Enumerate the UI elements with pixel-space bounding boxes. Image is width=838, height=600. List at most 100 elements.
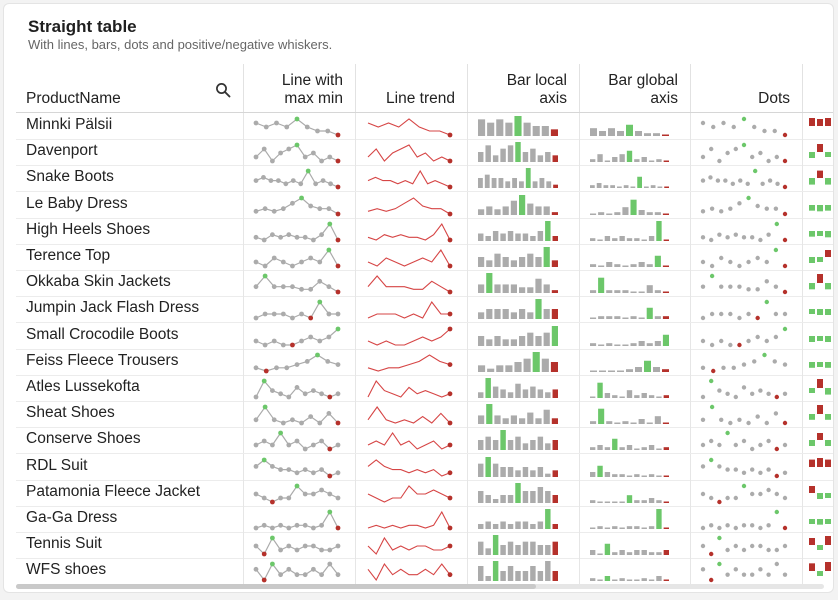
cell-whiskers[interactable] <box>803 558 833 584</box>
cell-bar-local[interactable] <box>468 375 580 401</box>
cell-whiskers[interactable] <box>803 375 833 401</box>
search-icon[interactable] <box>215 82 231 98</box>
cell-product[interactable]: High Heels Shoes <box>16 217 244 244</box>
cell-line-maxmin[interactable] <box>244 506 356 532</box>
cell-line-trend[interactable] <box>356 113 468 139</box>
cell-dots[interactable] <box>691 427 803 454</box>
cell-line-trend[interactable] <box>356 191 468 218</box>
cell-dots[interactable] <box>691 506 803 532</box>
cell-line-maxmin[interactable] <box>244 191 356 218</box>
cell-product[interactable]: Davenport <box>16 139 244 166</box>
table-row[interactable]: Davenport <box>16 139 833 167</box>
cell-bar-global[interactable] <box>580 506 691 532</box>
cell-whiskers[interactable] <box>803 139 833 165</box>
cell-line-trend[interactable] <box>356 453 468 480</box>
cell-whiskers[interactable] <box>803 244 833 270</box>
cell-bar-local[interactable] <box>468 296 580 323</box>
cell-bar-local[interactable] <box>468 322 580 349</box>
table-row[interactable]: Patamonia Fleece Jacket <box>16 479 833 507</box>
cell-product[interactable]: Patamonia Fleece Jacket <box>16 479 244 506</box>
cell-line-trend[interactable] <box>356 558 468 584</box>
cell-line-trend[interactable] <box>356 401 468 428</box>
cell-product[interactable]: RDL Suit <box>16 453 244 480</box>
cell-bar-local[interactable] <box>468 270 580 297</box>
cell-whiskers[interactable] <box>803 323 833 349</box>
cell-bar-local[interactable] <box>468 532 580 559</box>
cell-dots[interactable] <box>691 532 803 559</box>
cell-bar-local[interactable] <box>468 217 580 244</box>
cell-dots[interactable] <box>691 191 803 218</box>
table-row[interactable]: Snake Boots <box>16 165 833 193</box>
table-row[interactable]: Ga-Ga Dress <box>16 506 833 533</box>
cell-line-maxmin[interactable] <box>244 113 356 139</box>
cell-dots[interactable] <box>691 165 803 192</box>
cell-line-trend[interactable] <box>356 427 468 454</box>
cell-line-trend[interactable] <box>356 270 468 297</box>
cell-line-maxmin[interactable] <box>244 139 356 166</box>
cell-line-trend[interactable] <box>356 506 468 532</box>
header-whiskers[interactable] <box>803 64 833 112</box>
cell-product[interactable]: Jumpin Jack Flash Dress <box>16 296 244 323</box>
cell-bar-global[interactable] <box>580 244 691 270</box>
cell-line-maxmin[interactable] <box>244 453 356 480</box>
cell-bar-global[interactable] <box>580 401 691 428</box>
cell-dots[interactable] <box>691 479 803 506</box>
cell-dots[interactable] <box>691 270 803 297</box>
cell-product[interactable]: Atles Lussekofta <box>16 375 244 401</box>
cell-dots[interactable] <box>691 322 803 349</box>
cell-line-trend[interactable] <box>356 479 468 506</box>
cell-whiskers[interactable] <box>803 401 833 427</box>
cell-line-trend[interactable] <box>356 165 468 192</box>
table-row[interactable]: Okkaba Skin Jackets <box>16 270 833 298</box>
cell-product[interactable]: Minnki Pälsii <box>16 113 244 139</box>
cell-product[interactable]: Feiss Fleece Trousers <box>16 348 244 375</box>
cell-bar-local[interactable] <box>468 191 580 218</box>
cell-line-trend[interactable] <box>356 348 468 375</box>
cell-line-maxmin[interactable] <box>244 296 356 323</box>
table-row[interactable]: Atles Lussekofta <box>16 375 833 402</box>
cell-dots[interactable] <box>691 375 803 401</box>
table-row[interactable]: Terence Top <box>16 244 833 271</box>
cell-dots[interactable] <box>691 139 803 166</box>
cell-dots[interactable] <box>691 113 803 139</box>
cell-line-maxmin[interactable] <box>244 427 356 454</box>
table-row[interactable]: Jumpin Jack Flash Dress <box>16 296 833 324</box>
cell-bar-global[interactable] <box>580 558 691 584</box>
table-row[interactable]: High Heels Shoes <box>16 217 833 245</box>
cell-bar-global[interactable] <box>580 270 691 297</box>
cell-product[interactable]: Le Baby Dress <box>16 191 244 218</box>
cell-bar-global[interactable] <box>580 113 691 139</box>
cell-bar-global[interactable] <box>580 322 691 349</box>
cell-product[interactable]: Terence Top <box>16 244 244 270</box>
cell-bar-global[interactable] <box>580 532 691 559</box>
cell-bar-global[interactable] <box>580 217 691 244</box>
cell-product[interactable]: Ga-Ga Dress <box>16 506 244 532</box>
table-row[interactable]: Conserve Shoes <box>16 427 833 455</box>
cell-product[interactable]: WFS shoes <box>16 558 244 584</box>
cell-bar-local[interactable] <box>468 244 580 270</box>
cell-dots[interactable] <box>691 401 803 428</box>
cell-bar-global[interactable] <box>580 479 691 506</box>
cell-whiskers[interactable] <box>803 454 833 480</box>
cell-bar-local[interactable] <box>468 506 580 532</box>
cell-line-maxmin[interactable] <box>244 244 356 270</box>
cell-product[interactable]: Tennis Suit <box>16 532 244 559</box>
cell-bar-local[interactable] <box>468 139 580 166</box>
cell-product[interactable]: Snake Boots <box>16 165 244 192</box>
cell-bar-local[interactable] <box>468 558 580 584</box>
cell-product[interactable]: Okkaba Skin Jackets <box>16 270 244 297</box>
header-bar-local[interactable]: Bar local axis <box>468 64 580 112</box>
cell-line-maxmin[interactable] <box>244 375 356 401</box>
cell-whiskers[interactable] <box>803 165 833 191</box>
cell-bar-global[interactable] <box>580 191 691 218</box>
cell-bar-local[interactable] <box>468 427 580 454</box>
cell-whiskers[interactable] <box>803 532 833 558</box>
cell-dots[interactable] <box>691 558 803 584</box>
cell-line-trend[interactable] <box>356 375 468 401</box>
table-row[interactable]: WFS shoes <box>16 558 833 584</box>
header-product[interactable]: ProductName <box>16 64 244 112</box>
cell-product[interactable]: Small Crocodile Boots <box>16 322 244 349</box>
table-row[interactable]: Le Baby Dress <box>16 191 833 219</box>
cell-dots[interactable] <box>691 348 803 375</box>
cell-line-maxmin[interactable] <box>244 348 356 375</box>
